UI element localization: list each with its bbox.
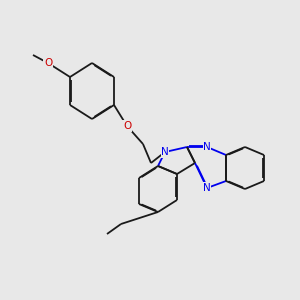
Text: O: O — [44, 58, 52, 68]
Text: O: O — [44, 58, 52, 68]
Text: N: N — [161, 147, 169, 157]
Text: O: O — [123, 121, 131, 131]
Text: O: O — [123, 121, 131, 131]
Text: N: N — [203, 142, 211, 152]
Text: N: N — [203, 183, 211, 193]
